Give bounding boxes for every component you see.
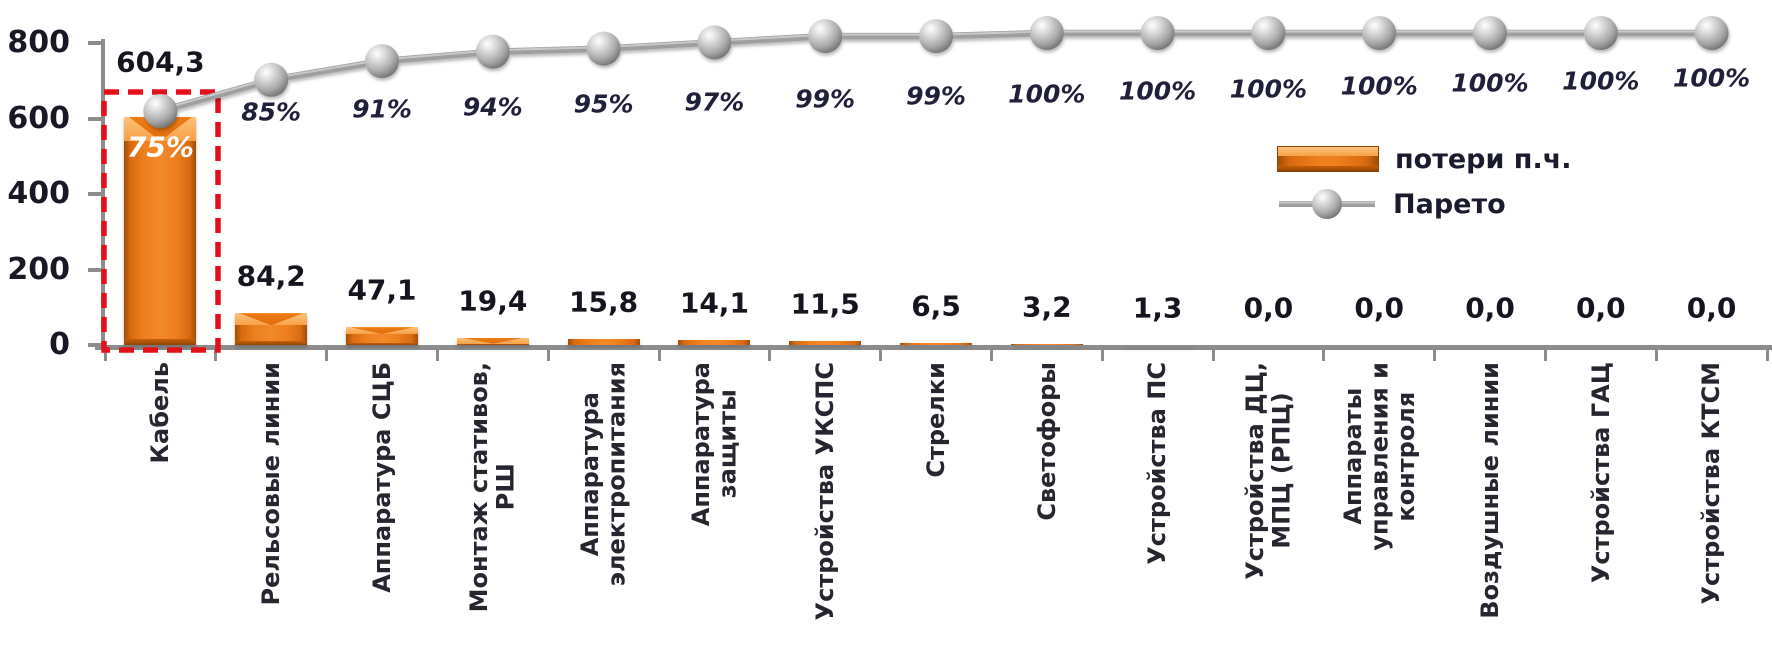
x-tick	[1433, 349, 1437, 361]
bar	[346, 327, 418, 345]
bar-value-label: 14,1	[679, 286, 749, 320]
x-tick	[325, 349, 329, 361]
category-label: Устройства ДЦ, МПЦ (РПЦ)	[1241, 362, 1296, 580]
bar-value-label: 0,0	[1465, 291, 1515, 325]
x-tick	[435, 349, 439, 361]
category-label: Кабель	[146, 362, 175, 464]
pct-label: 100%	[1229, 74, 1308, 104]
bar	[789, 340, 862, 345]
legend-line-swatch-icon	[1279, 189, 1375, 219]
y-axis-label: 800	[7, 25, 70, 60]
bar-value-label: 0,0	[1575, 291, 1626, 325]
y-tick	[88, 343, 103, 347]
pct-label: 100%	[1008, 79, 1086, 109]
pct-label: 99%	[906, 81, 966, 111]
x-tick	[1211, 349, 1215, 361]
category-label: Устройства ГАЦ	[1586, 362, 1615, 584]
category-label: Аппаратура СЦБ	[367, 362, 396, 593]
category-label: Устройства КТСМ	[1697, 362, 1726, 605]
pct-label: 100%	[1340, 71, 1418, 101]
x-tick	[1654, 349, 1658, 361]
bar-value-label: 1,3	[1132, 291, 1183, 324]
x-tick	[989, 349, 993, 361]
bar-value-label: 19,4	[458, 284, 528, 318]
bar	[1010, 343, 1083, 345]
bar-value-label: 6,5	[911, 289, 961, 323]
bar	[567, 339, 640, 345]
y-axis-label: 200	[7, 251, 70, 287]
y-axis-label: 400	[7, 176, 70, 211]
bar	[678, 339, 751, 345]
y-axis-label: 0	[49, 327, 70, 362]
category-label: Воздушные линии	[1475, 362, 1504, 619]
pct-label: 85%	[241, 97, 302, 127]
bar-value-label: 3,2	[1021, 290, 1072, 324]
category-label: Аппараты управления и контроля	[1338, 362, 1420, 551]
pct-label-inside-bar: 75%	[126, 130, 194, 164]
pct-label: 94%	[462, 92, 523, 122]
pct-label: 100%	[1451, 68, 1529, 98]
legend-row-line: Парето	[1277, 188, 1572, 220]
legend-bar-swatch-icon	[1277, 146, 1379, 172]
x-tick	[657, 349, 661, 361]
bar-value-label: 84,2	[236, 259, 306, 293]
x-tick	[1322, 349, 1326, 361]
bar-value-label: 15,8	[569, 285, 639, 319]
legend-row-bars: потери п.ч.	[1277, 143, 1572, 175]
pct-label: 100%	[1118, 76, 1197, 106]
bar-value-label: 11,5	[790, 287, 860, 321]
category-label: Устройства УКСПС	[811, 362, 839, 621]
y-axis-label: 600	[7, 100, 70, 136]
x-tick	[1765, 349, 1769, 361]
y-tick	[88, 116, 103, 121]
legend: потери п.ч. Парето	[1277, 143, 1572, 233]
bar-value-label: 47,1	[347, 273, 417, 307]
x-tick	[879, 349, 883, 361]
legend-line-label: Парето	[1393, 188, 1506, 220]
pct-label: 100%	[1672, 63, 1751, 93]
y-tick	[88, 41, 103, 45]
category-label: Устройства ПС	[1143, 362, 1172, 565]
bar-value-label: 604,3	[116, 45, 205, 79]
category-label: Рельсовые линии	[257, 362, 285, 606]
bar-value-label: 0,0	[1354, 291, 1404, 325]
x-tick	[1100, 349, 1104, 361]
x-tick	[1543, 349, 1547, 361]
pct-label: 97%	[684, 87, 745, 117]
bar-value-label: 0,0	[1243, 291, 1294, 325]
bar	[456, 337, 529, 345]
x-tick	[214, 349, 218, 361]
category-label: Стрелки	[921, 362, 950, 478]
legend-bar-label: потери п.ч.	[1395, 143, 1572, 175]
y-tick	[88, 192, 103, 196]
pct-label: 99%	[795, 84, 856, 114]
x-tick	[103, 349, 107, 361]
y-tick	[88, 267, 103, 272]
pct-label: 91%	[352, 94, 412, 124]
bar	[235, 313, 308, 345]
x-axis	[95, 345, 1772, 350]
category-label: Светофоры	[1032, 362, 1061, 521]
x-tick	[546, 349, 550, 361]
pct-label: 95%	[573, 89, 634, 119]
pct-label: 100%	[1562, 66, 1640, 96]
category-label: Монтаж стативов, РШ	[465, 362, 520, 613]
category-label: Аппаратура защиты	[687, 362, 742, 527]
bar-value-label: 0,0	[1686, 291, 1737, 325]
x-tick	[768, 349, 772, 361]
bar	[900, 342, 972, 345]
category-label: Аппаратура электропитания	[576, 362, 631, 587]
